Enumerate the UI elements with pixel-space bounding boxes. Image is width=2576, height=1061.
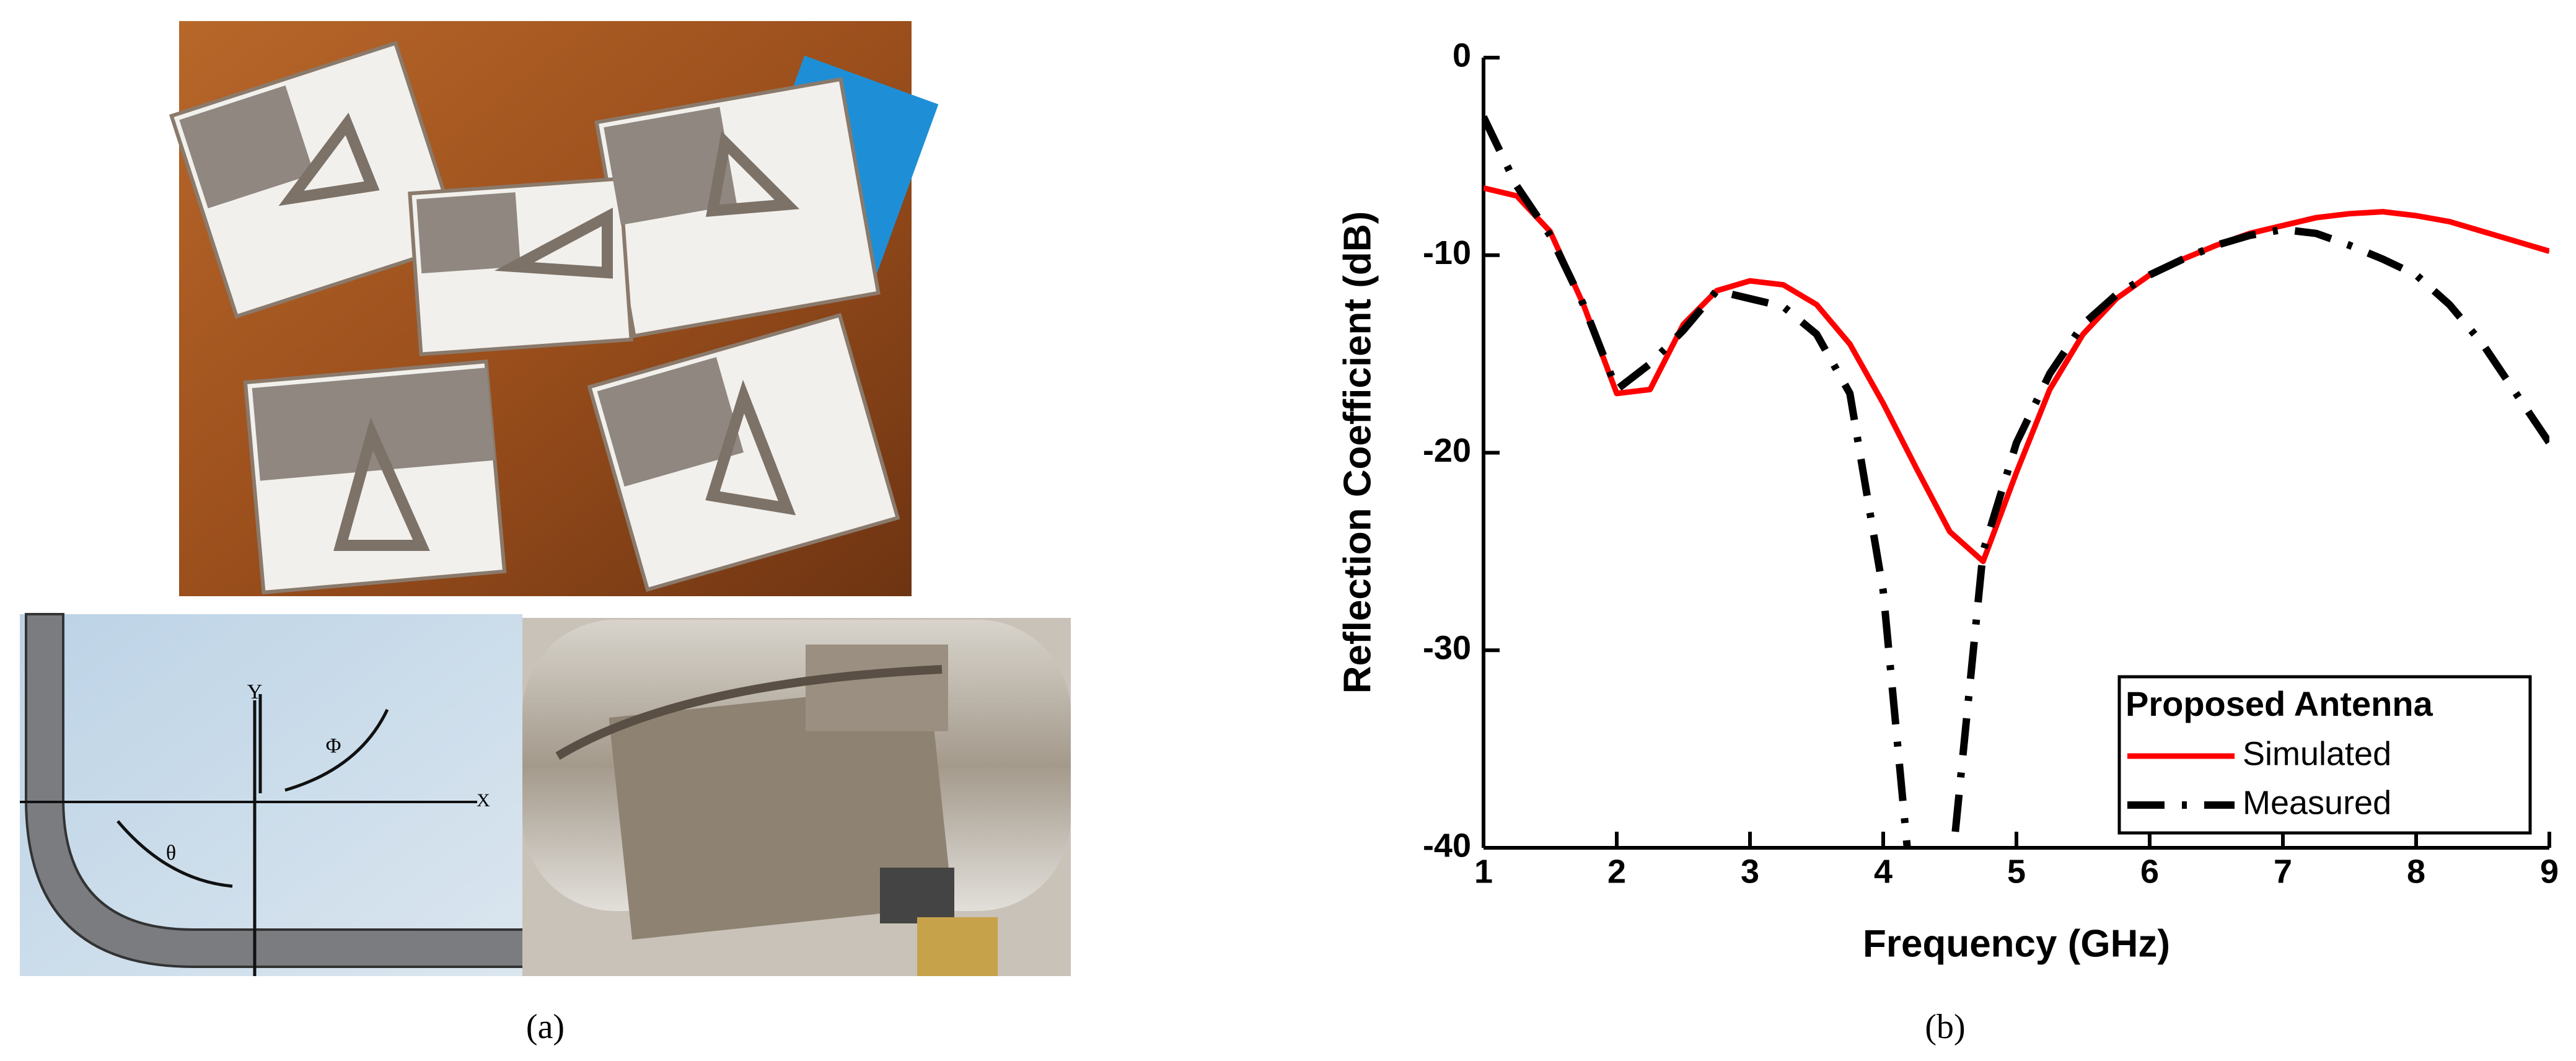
x-tick-label: 6 <box>2140 853 2159 890</box>
y-tick-label: 0 <box>1453 37 1471 74</box>
legend-title: Proposed Antenna <box>2125 684 2433 723</box>
legend-label: Measured <box>2243 784 2391 821</box>
caption: (b) <box>1925 1008 1965 1046</box>
bending-diagram: Y X Φ θ <box>20 613 562 976</box>
chart: Frequency (GHz) Reflection Coefficient (… <box>1336 37 2559 965</box>
x-tick-label: 8 <box>2407 853 2425 890</box>
series-line <box>1484 185 2549 565</box>
x-tick-label: 7 <box>2274 853 2292 890</box>
y-axis-label: Y <box>247 680 263 703</box>
x-tick-label: 1 <box>1474 853 1493 890</box>
x-axis-title: Frequency (GHz) <box>1863 922 2170 965</box>
theta-label: θ <box>166 842 176 865</box>
series-line <box>1484 115 2549 848</box>
x-tick-label: 3 <box>1741 853 1759 890</box>
legend-label: Simulated <box>2243 735 2391 772</box>
x-tick-label: 9 <box>2540 853 2559 890</box>
caption: (a) <box>526 1008 565 1046</box>
x-tick-label: 5 <box>2007 853 2026 890</box>
y-axis-title: Reflection Coefficient (dB) <box>1336 211 1379 693</box>
y-tick-label: -20 <box>1423 432 1471 469</box>
antenna-photo <box>169 21 939 596</box>
y-tick-label: -30 <box>1423 630 1471 667</box>
x-axis-label: X <box>477 790 490 811</box>
x-tick-label: 2 <box>1607 853 1626 890</box>
y-tick-label: -40 <box>1423 827 1471 864</box>
y-tick-label: -10 <box>1423 234 1471 271</box>
bent-antenna-photo <box>522 618 1071 976</box>
phi-label: Φ <box>326 734 341 757</box>
x-tick-label: 4 <box>1874 853 1892 890</box>
